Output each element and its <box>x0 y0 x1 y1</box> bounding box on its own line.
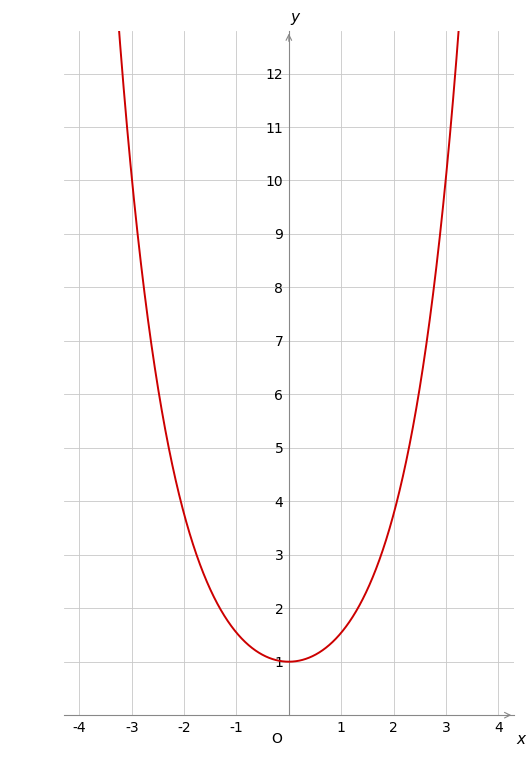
Text: O: O <box>272 732 282 746</box>
Text: x: x <box>517 732 526 747</box>
Text: y: y <box>290 11 299 25</box>
